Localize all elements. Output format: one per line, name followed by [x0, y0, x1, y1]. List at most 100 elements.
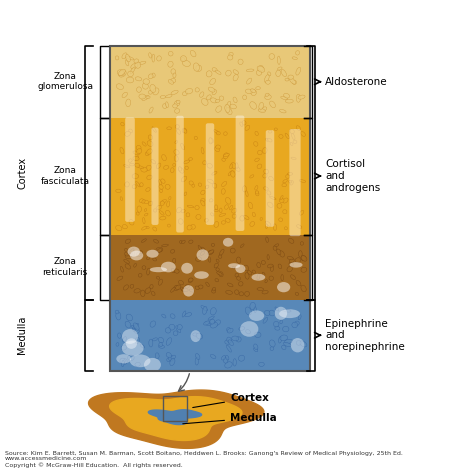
Ellipse shape: [133, 157, 139, 160]
Ellipse shape: [212, 288, 216, 291]
Ellipse shape: [279, 134, 283, 139]
Ellipse shape: [275, 307, 279, 311]
Ellipse shape: [180, 287, 185, 291]
Ellipse shape: [277, 203, 282, 208]
FancyBboxPatch shape: [176, 116, 184, 232]
Ellipse shape: [255, 191, 259, 194]
Ellipse shape: [256, 87, 260, 89]
Ellipse shape: [196, 257, 201, 261]
Ellipse shape: [158, 279, 163, 285]
Ellipse shape: [136, 181, 140, 187]
Ellipse shape: [178, 167, 182, 171]
Ellipse shape: [186, 213, 190, 217]
Ellipse shape: [215, 99, 219, 102]
Ellipse shape: [150, 285, 153, 289]
Ellipse shape: [269, 310, 275, 316]
Ellipse shape: [131, 63, 138, 69]
Ellipse shape: [270, 340, 275, 347]
Ellipse shape: [298, 251, 302, 257]
Ellipse shape: [259, 65, 263, 71]
Ellipse shape: [221, 188, 225, 194]
Ellipse shape: [264, 310, 270, 316]
Ellipse shape: [193, 333, 198, 336]
Ellipse shape: [284, 93, 289, 98]
Ellipse shape: [240, 321, 258, 337]
Text: Epinephrine
and
norepinephrine: Epinephrine and norepinephrine: [325, 318, 405, 352]
Ellipse shape: [115, 56, 119, 60]
Ellipse shape: [283, 209, 287, 214]
Ellipse shape: [182, 288, 188, 292]
Ellipse shape: [121, 122, 124, 126]
Ellipse shape: [171, 69, 175, 74]
Ellipse shape: [227, 345, 231, 352]
FancyBboxPatch shape: [236, 116, 245, 231]
Ellipse shape: [228, 55, 233, 60]
Ellipse shape: [126, 338, 137, 349]
Ellipse shape: [257, 164, 262, 169]
Text: Cortisol
and
androgens: Cortisol and androgens: [325, 159, 380, 193]
Ellipse shape: [215, 320, 220, 325]
Ellipse shape: [177, 325, 182, 330]
Ellipse shape: [209, 199, 213, 202]
Ellipse shape: [128, 247, 140, 257]
Ellipse shape: [131, 325, 136, 329]
Ellipse shape: [133, 151, 140, 155]
Ellipse shape: [233, 70, 238, 74]
Ellipse shape: [154, 209, 157, 212]
Ellipse shape: [176, 208, 181, 213]
Polygon shape: [110, 397, 242, 440]
Ellipse shape: [187, 225, 192, 230]
Ellipse shape: [165, 327, 171, 333]
Ellipse shape: [158, 337, 164, 343]
Ellipse shape: [163, 104, 166, 109]
Ellipse shape: [156, 248, 163, 252]
Ellipse shape: [151, 291, 155, 296]
Ellipse shape: [269, 130, 272, 133]
Ellipse shape: [267, 202, 273, 208]
Ellipse shape: [134, 59, 139, 63]
Ellipse shape: [254, 332, 261, 337]
Ellipse shape: [162, 244, 168, 247]
Ellipse shape: [228, 340, 233, 346]
Ellipse shape: [263, 174, 267, 178]
Ellipse shape: [270, 265, 274, 271]
Ellipse shape: [240, 244, 244, 248]
Ellipse shape: [122, 360, 124, 367]
Ellipse shape: [144, 200, 149, 204]
Ellipse shape: [146, 226, 149, 228]
Ellipse shape: [166, 338, 172, 345]
Text: Aldosterone: Aldosterone: [325, 77, 388, 87]
Bar: [110, 235, 310, 299]
Ellipse shape: [289, 238, 294, 243]
Ellipse shape: [245, 191, 248, 197]
Ellipse shape: [262, 290, 268, 294]
Ellipse shape: [133, 326, 135, 332]
FancyBboxPatch shape: [266, 130, 274, 227]
Ellipse shape: [176, 100, 180, 104]
Ellipse shape: [196, 215, 201, 219]
Ellipse shape: [264, 169, 269, 174]
Ellipse shape: [206, 282, 210, 287]
Ellipse shape: [280, 196, 283, 200]
Ellipse shape: [149, 339, 153, 347]
Ellipse shape: [245, 330, 251, 334]
Ellipse shape: [191, 224, 195, 229]
Ellipse shape: [168, 51, 173, 56]
Ellipse shape: [152, 73, 155, 78]
Ellipse shape: [299, 341, 307, 347]
Ellipse shape: [196, 65, 201, 71]
Ellipse shape: [195, 354, 200, 359]
Ellipse shape: [295, 321, 299, 326]
Ellipse shape: [203, 321, 210, 325]
Ellipse shape: [141, 167, 147, 172]
Ellipse shape: [135, 163, 140, 167]
Ellipse shape: [229, 205, 233, 210]
Ellipse shape: [208, 87, 215, 92]
Ellipse shape: [296, 67, 301, 75]
FancyBboxPatch shape: [289, 129, 301, 236]
Ellipse shape: [214, 263, 219, 268]
Ellipse shape: [221, 221, 226, 224]
Ellipse shape: [118, 69, 125, 76]
Ellipse shape: [206, 95, 211, 100]
Ellipse shape: [212, 89, 217, 95]
